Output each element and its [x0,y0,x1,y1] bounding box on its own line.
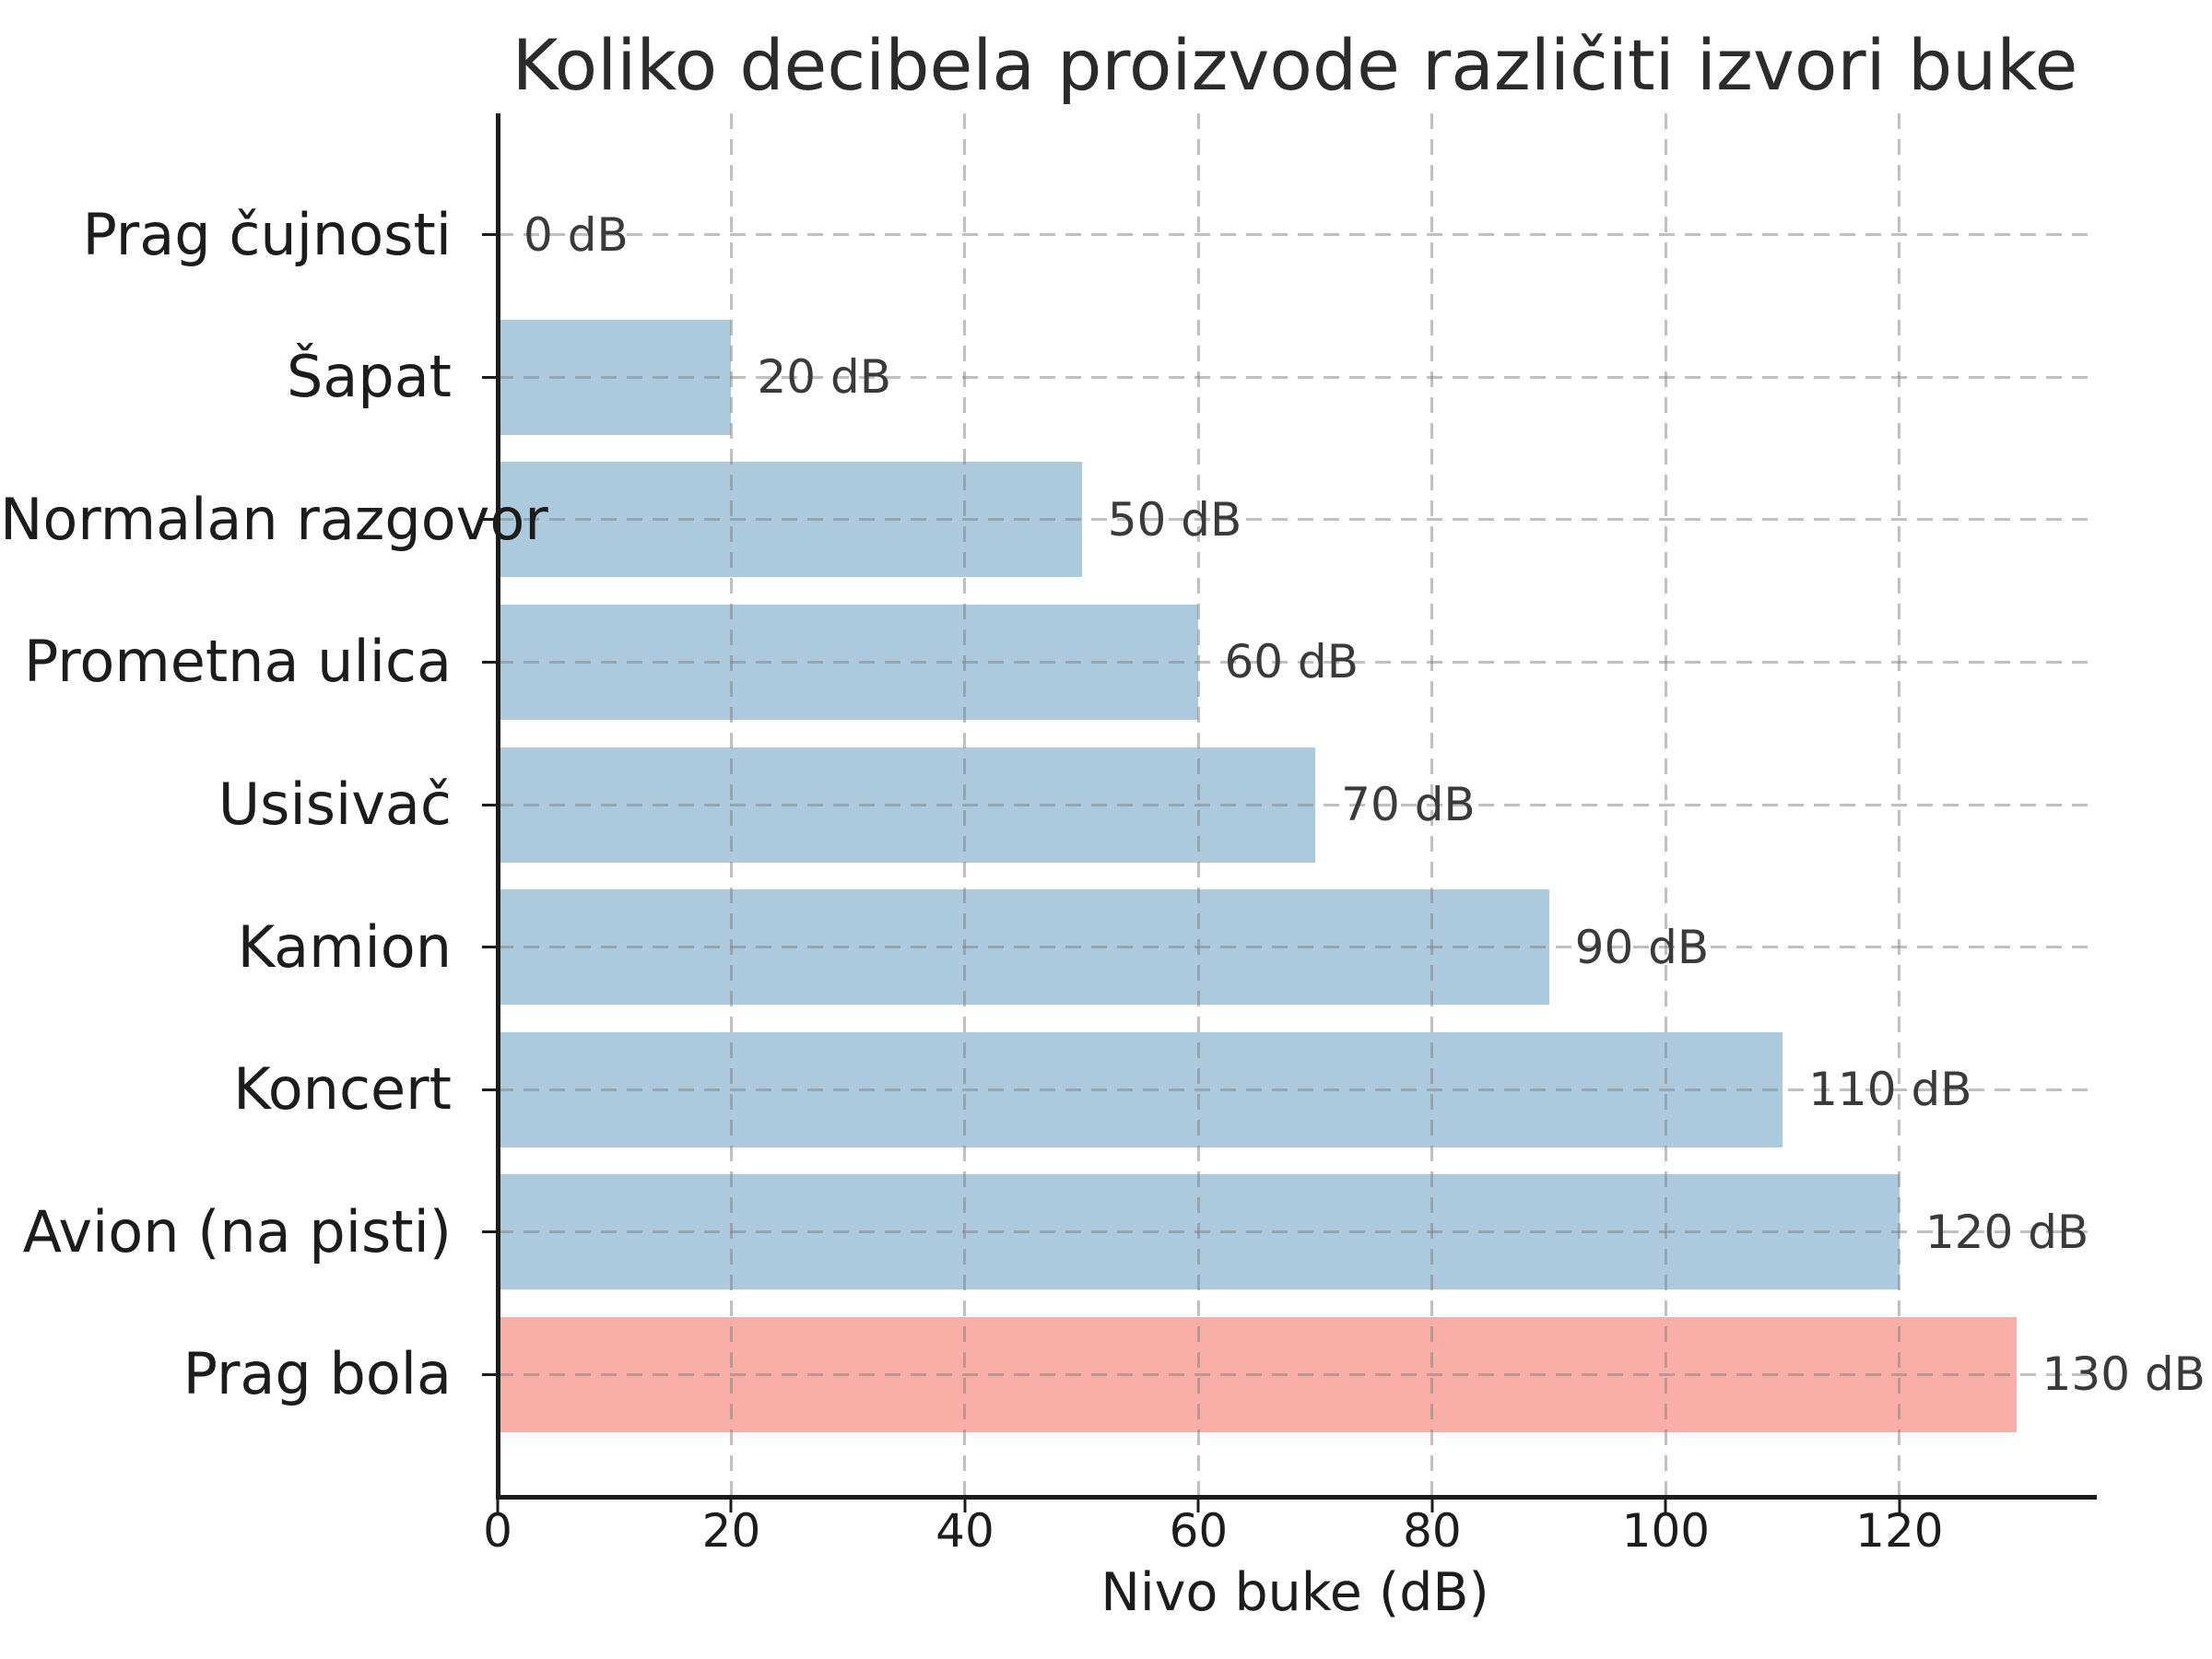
gridline-horizontal [498,803,2092,806]
y-tick [482,233,496,237]
x-tick-label: 100 [1621,1504,1711,1558]
x-axis-label: Nivo buke (dB) [1100,1562,1489,1623]
gridline-vertical [1664,113,1667,1496]
x-tick [963,1500,967,1512]
gridline-vertical [729,113,733,1496]
gridline-vertical [1430,113,1434,1496]
bar-value-label: 60 dB [1224,635,1359,689]
gridline-horizontal [498,1088,2092,1091]
x-tick-label: 0 [483,1504,512,1558]
y-category-label: Prag čujnosti [82,200,452,268]
x-tick [729,1500,733,1512]
x-tick-label: 40 [935,1504,994,1558]
x-axis-spine [496,1495,2097,1500]
gridline-horizontal [498,660,2092,664]
y-category-label: Šapat [286,343,452,411]
x-tick [1664,1500,1667,1512]
x-tick [1196,1500,1200,1512]
bar-value-label: 50 dB [1107,492,1242,547]
grid-layer [498,113,2092,1496]
gridline-horizontal [498,518,2092,522]
x-tick-label: 60 [1169,1504,1229,1558]
x-tick-label: 120 [1855,1504,1944,1558]
bar-value-label: 20 dB [757,350,892,405]
y-category-label: Prometna ulica [23,628,452,696]
value-labels-layer: 0 dB 20 dB 50 dB 60 dB 70 dB 90 dB 110 dB 120 d… [498,113,2206,1496]
x-tick [1898,1500,1901,1512]
gridline-vertical [1196,113,1200,1496]
y-category-label: Prag bola [182,1340,452,1408]
plot-area: 0 dB 20 dB 50 dB 60 dB 70 dB 90 dB 110 dB 120 d… [498,113,2206,1496]
gridline-horizontal [498,375,2092,379]
y-tick [482,946,496,949]
x-tick [1430,1500,1434,1512]
y-category-label: Kamion [237,912,452,981]
y-tick [482,1230,496,1234]
y-category-label: Koncert [233,1055,452,1124]
gridline-horizontal [498,1230,2092,1234]
chart-title: Koliko decibela proizvode različiti izvo… [512,24,2078,106]
x-tick [496,1500,500,1512]
y-tick [482,803,496,806]
y-tick [482,518,496,522]
x-tick-label: 80 [1403,1504,1462,1558]
y-tick [482,1088,496,1091]
gridline-vertical [1898,113,1901,1496]
y-category-label: Avion (na pisti) [22,1197,452,1265]
gridline-horizontal [498,1372,2092,1376]
bar-value-label: 120 dB [1924,1205,2089,1259]
y-tick [482,1372,496,1376]
bar-value-label: 90 dB [1574,920,1710,974]
y-category-label: Normalan razgovor [0,485,548,553]
x-tick-label: 20 [701,1504,761,1558]
bar-value-label: 70 dB [1341,778,1476,831]
y-axis-spine [496,113,500,1500]
bar-value-label: 0 dB [524,207,629,262]
bar-value-label: 130 dB [2041,1347,2206,1402]
gridline-horizontal [498,233,2092,237]
gridline-vertical [963,113,967,1496]
gridline-horizontal [498,946,2092,949]
y-tick [482,660,496,664]
bar-value-label: 110 dB [1808,1063,1972,1117]
y-category-label: Usisivač [218,771,452,838]
y-tick [482,375,496,379]
